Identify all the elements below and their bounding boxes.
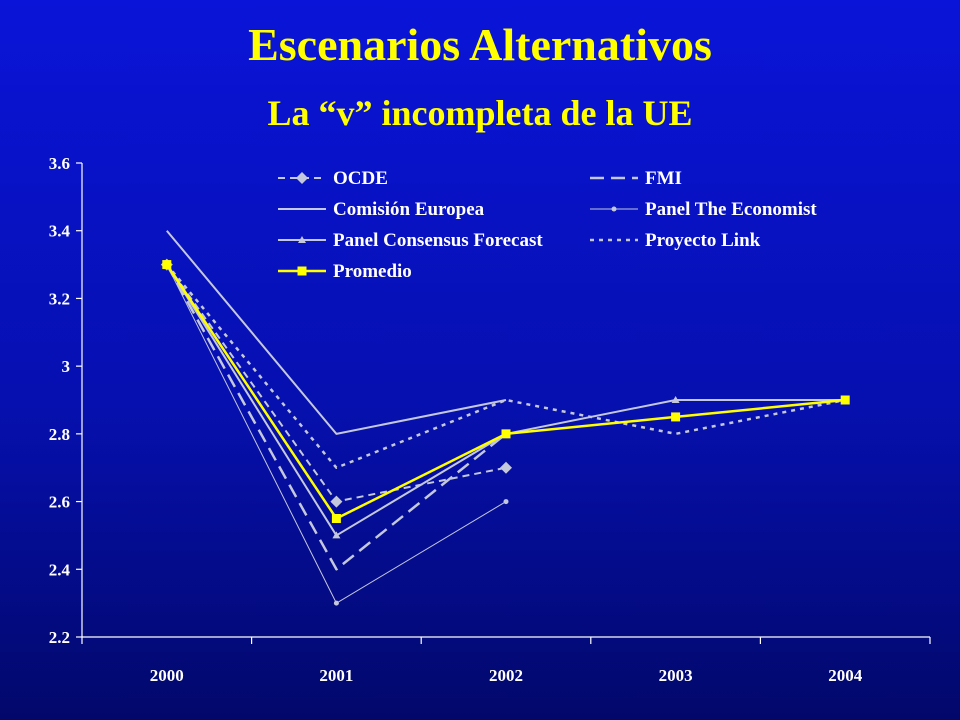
legend-label-panel-the-economist: Panel The Economist bbox=[645, 199, 817, 220]
legend-item-promedio: Promedio bbox=[278, 261, 412, 282]
y-tick-label: 3 bbox=[62, 357, 71, 376]
chart-title: Escenarios Alternativos bbox=[248, 19, 712, 70]
data-point-promedio bbox=[331, 514, 341, 523]
chart-legend: OCDE FMI Comisión Europea Panel The Economi… bbox=[278, 168, 817, 282]
data-point-panel-the-economist bbox=[333, 600, 339, 606]
series-proyecto-link bbox=[165, 263, 846, 469]
legend-marker-panel-the-economist bbox=[611, 206, 617, 212]
legend-item-proyecto-link: Proyecto Link bbox=[590, 230, 761, 251]
data-point-promedio bbox=[501, 429, 511, 439]
series-fmi bbox=[165, 263, 507, 571]
series-line-promedio bbox=[165, 263, 846, 520]
legend-marker-panel-consensus-forecast bbox=[298, 236, 306, 243]
series-line-proyecto-link bbox=[165, 263, 846, 469]
data-point-promedio bbox=[840, 395, 850, 405]
y-tick-label: 3.2 bbox=[49, 289, 70, 308]
y-tick-label: 3.4 bbox=[49, 222, 71, 241]
legend-label-promedio: Promedio bbox=[333, 261, 412, 282]
series-line-fmi bbox=[165, 263, 507, 571]
series-line-comision-europea bbox=[166, 230, 507, 435]
x-tick-label: 2002 bbox=[489, 666, 523, 685]
y-tick-label: 2.6 bbox=[49, 493, 70, 512]
legend-item-panel-consensus-forecast: Panel Consensus Forecast bbox=[278, 230, 543, 251]
y-tick-label: 2.2 bbox=[49, 628, 70, 647]
legend-marker-promedio bbox=[297, 266, 307, 276]
data-point-panel-consensus-forecast bbox=[671, 396, 680, 403]
data-point-panel-consensus-forecast bbox=[332, 531, 341, 539]
data-point-panel-the-economist bbox=[503, 499, 509, 505]
y-tick-label: 3.6 bbox=[49, 154, 70, 173]
series-promedio bbox=[162, 260, 850, 523]
y-tick-label: 2.4 bbox=[49, 560, 71, 579]
y-tick-label: 2.8 bbox=[49, 425, 70, 444]
data-point-ocde bbox=[500, 461, 512, 474]
legend-label-panel-consensus-forecast: Panel Consensus Forecast bbox=[333, 230, 543, 251]
data-point-promedio bbox=[671, 412, 681, 422]
legend-item-panel-the-economist: Panel The Economist bbox=[590, 199, 817, 220]
legend-label-ocde: OCDE bbox=[333, 168, 388, 189]
series-panel-consensus-forecast bbox=[162, 260, 850, 539]
x-tick-label: 2000 bbox=[150, 666, 184, 685]
data-point-promedio bbox=[162, 260, 172, 270]
legend-label-proyecto-link: Proyecto Link bbox=[645, 230, 761, 251]
x-tick-label: 2001 bbox=[319, 666, 353, 685]
data-point-ocde bbox=[330, 495, 343, 508]
legend-label-fmi: FMI bbox=[645, 168, 682, 189]
legend-label-comision-europea: Comisión Europea bbox=[333, 199, 485, 220]
chart-subtitle: La “v” incompleta de la UE bbox=[267, 93, 693, 133]
legend-item-fmi: FMI bbox=[590, 168, 682, 189]
legend-item-ocde: OCDE bbox=[278, 168, 388, 189]
legend-marker-ocde bbox=[296, 172, 308, 184]
x-tick-label: 2004 bbox=[828, 666, 863, 685]
x-tick-label: 2003 bbox=[659, 666, 693, 685]
chart-axes: 2.2 2.4 2.6 2.8 3 3.2 3.4 3.6 2000 2001 2002 2003 20… bbox=[49, 154, 931, 685]
legend-item-comision-europea: Comisión Europea bbox=[278, 199, 485, 220]
series-comision-europea bbox=[166, 230, 507, 435]
chart-series bbox=[160, 230, 850, 606]
